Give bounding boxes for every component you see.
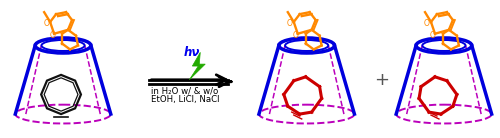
Text: O: O xyxy=(293,31,298,40)
Text: O: O xyxy=(49,31,55,40)
Text: O: O xyxy=(430,31,436,40)
Text: hν: hν xyxy=(184,46,200,59)
Text: EtOH, LiCl, NaCl: EtOH, LiCl, NaCl xyxy=(150,95,219,104)
Polygon shape xyxy=(190,52,206,80)
Text: O: O xyxy=(43,19,49,28)
Text: in H₂O w/ & w/o: in H₂O w/ & w/o xyxy=(150,87,218,95)
Text: +: + xyxy=(374,71,389,89)
Polygon shape xyxy=(259,46,354,114)
Polygon shape xyxy=(396,46,492,114)
Polygon shape xyxy=(16,46,111,114)
Text: O: O xyxy=(424,19,430,28)
Text: O: O xyxy=(287,19,292,28)
